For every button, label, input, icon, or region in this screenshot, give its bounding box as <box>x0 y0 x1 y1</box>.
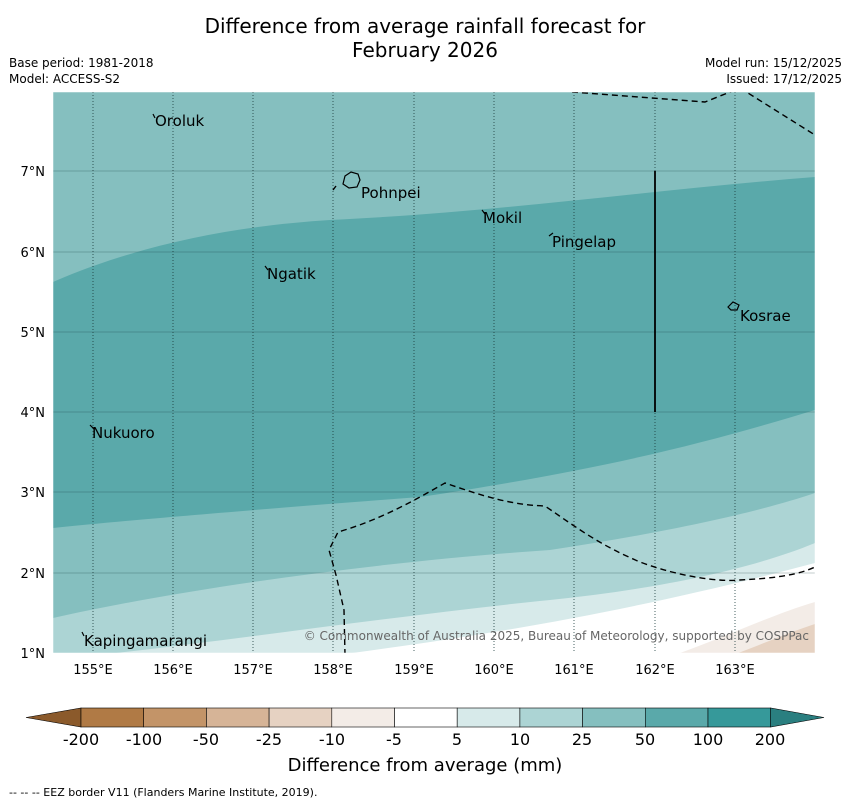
chart-title: Difference from average rainfall forecas… <box>0 14 850 62</box>
x-tick: 157°E <box>233 663 273 678</box>
cb-tick: -10 <box>319 730 345 749</box>
band-minus-10 <box>738 624 815 653</box>
pingelap-mark <box>548 232 554 237</box>
colorbar-swatch <box>143 707 207 728</box>
x-tick: 160°E <box>474 663 514 678</box>
colorbar-swatch <box>582 707 646 728</box>
cb-tick: -25 <box>256 730 282 749</box>
y-tick: 4°N <box>21 406 46 421</box>
map-frame <box>52 91 816 654</box>
colorbar-ticks: -200 -100 -50 -25 -10 -5 5 10 25 50 100 … <box>63 730 785 749</box>
colorbar-arrow-right <box>770 707 825 728</box>
oroluk-mark <box>152 113 156 119</box>
cb-tick: 50 <box>635 730 655 749</box>
y-tick: 6°N <box>21 246 46 261</box>
colorbar-swatch <box>519 707 583 728</box>
colorbar-arrow-left <box>25 707 82 728</box>
y-tick: 3°N <box>21 486 46 501</box>
meta-right: Model run: 15/12/2025 Issued: 17/12/2025 <box>705 55 842 87</box>
place-labels: Oroluk Pohnpei Mokil Pingelap Ngatik Kos… <box>84 112 791 650</box>
label-oroluk: Oroluk <box>155 112 204 130</box>
cb-tick: 200 <box>755 730 786 749</box>
label-mokil: Mokil <box>483 209 522 227</box>
colorbar-swatch <box>644 707 709 728</box>
colorbar: -200 -100 -50 -25 -10 -5 5 10 25 50 100 … <box>25 707 825 749</box>
title-line-1: Difference from average rainfall forecas… <box>204 14 646 38</box>
base-period: Base period: 1981-2018 <box>9 56 154 70</box>
label-pingelap: Pingelap <box>552 233 616 251</box>
cb-tick: 25 <box>572 730 592 749</box>
colorbar-swatches <box>25 707 825 728</box>
label-nukuoro: Nukuoro <box>92 424 155 442</box>
x-tick: 161°E <box>554 663 594 678</box>
footnote: -- -- -- EEZ border V11 (Flanders Marine… <box>9 786 318 799</box>
label-pohnpei: Pohnpei <box>361 184 421 202</box>
colorbar-swatch <box>331 707 395 728</box>
cb-tick: 10 <box>510 730 530 749</box>
label-ngatik: Ngatik <box>267 265 316 283</box>
colorbar-swatch <box>456 707 521 728</box>
cb-tick: -5 <box>386 730 402 749</box>
x-axis-ticks: 155°E 156°E 157°E 158°E 159°E 160°E 161°… <box>73 663 755 678</box>
kosrae-outline <box>727 301 740 311</box>
meta-left: Base period: 1981-2018 Model: ACCESS-S2 <box>9 55 154 87</box>
cb-tick: -100 <box>126 730 162 749</box>
colorbar-swatch <box>206 707 270 728</box>
colorbar-swatch <box>80 707 145 728</box>
pohnpei-outline <box>342 171 361 189</box>
cb-tick: 100 <box>693 730 724 749</box>
x-tick: 156°E <box>153 663 193 678</box>
copyright-text: © Commonwealth of Australia 2025, Bureau… <box>304 629 809 643</box>
y-tick: 5°N <box>21 326 46 341</box>
title-line-2: February 2026 <box>352 38 498 62</box>
cb-tick: 5 <box>452 730 462 749</box>
y-tick: 2°N <box>21 567 46 582</box>
model-run: Model run: 15/12/2025 <box>704 56 842 70</box>
y-tick: 7°N <box>21 165 46 180</box>
mokil-mark <box>481 209 486 215</box>
y-tick: 1°N <box>21 647 46 662</box>
map-fill <box>53 92 815 653</box>
kapinga-mark <box>81 631 85 637</box>
band-neutral <box>352 563 815 653</box>
cb-tick: -200 <box>63 730 99 749</box>
colorbar-swatch <box>268 707 333 728</box>
x-tick: 159°E <box>394 663 434 678</box>
y-axis-ticks: 7°N 6°N 5°N 4°N 3°N 2°N 1°N <box>21 165 46 662</box>
colorbar-swatch <box>707 707 772 728</box>
forecast-map: Oroluk Pohnpei Mokil Pingelap Ngatik Kos… <box>21 91 816 678</box>
x-tick: 162°E <box>635 663 675 678</box>
label-kapingamarangi: Kapingamarangi <box>84 632 207 650</box>
nukuoro-mark <box>89 424 95 430</box>
colorbar-title: Difference from average (mm) <box>287 755 563 776</box>
islands <box>81 113 740 637</box>
ngatik-mark <box>264 265 269 271</box>
label-kosrae: Kosrae <box>740 307 791 325</box>
issued-date: Issued: 17/12/2025 <box>726 72 842 86</box>
eez-border <box>328 92 815 653</box>
colorbar-swatch <box>394 707 458 728</box>
cb-tick: -50 <box>193 730 219 749</box>
x-tick: 163°E <box>715 663 755 678</box>
model-name: Model: ACCESS-S2 <box>9 72 121 86</box>
x-tick: 158°E <box>313 663 353 678</box>
band-50-100 <box>53 177 815 528</box>
x-tick: 155°E <box>73 663 113 678</box>
